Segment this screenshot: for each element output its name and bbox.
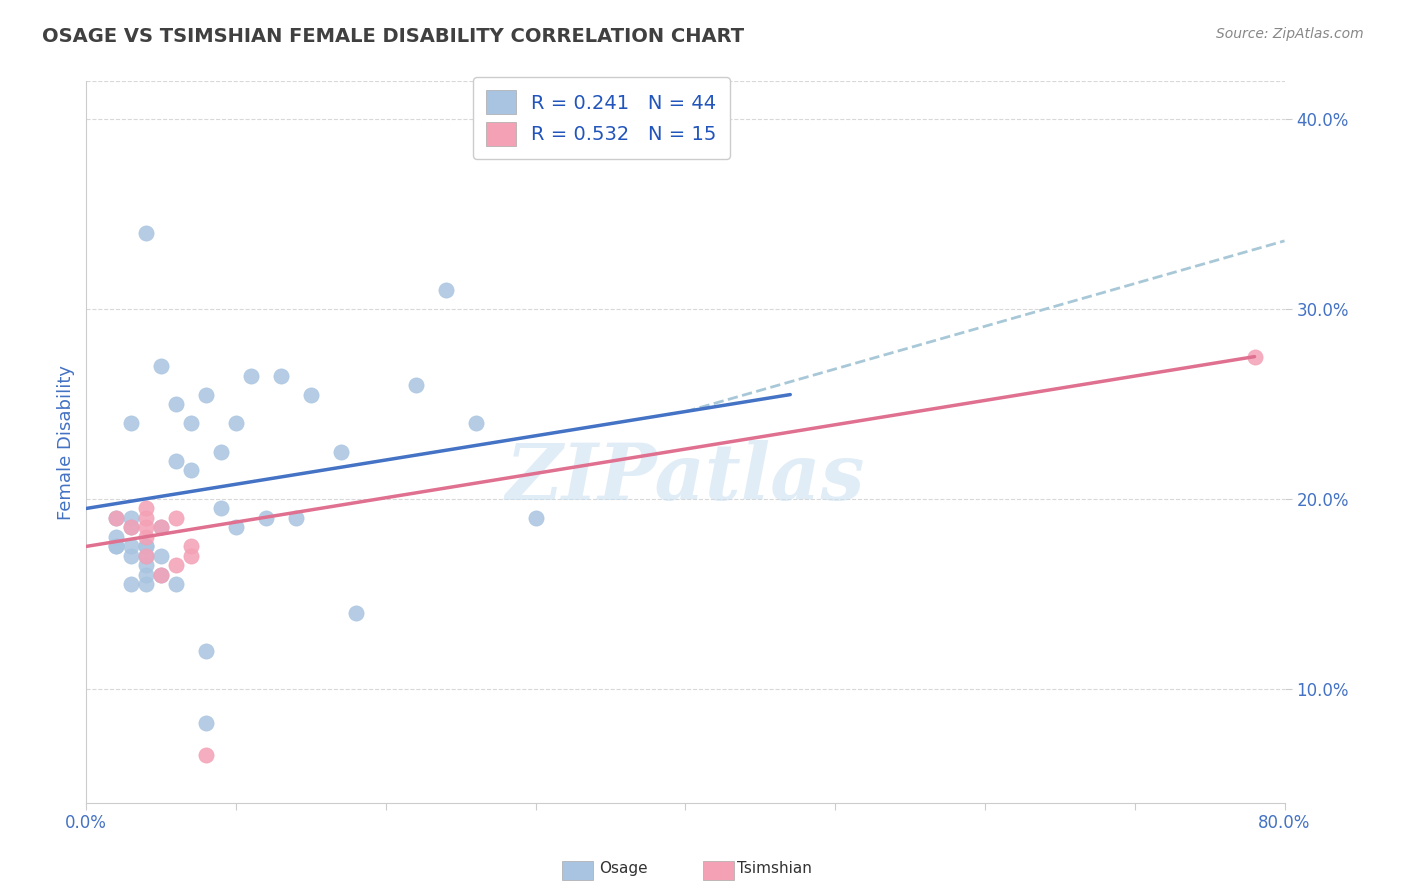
Point bbox=[434, 283, 457, 297]
Point bbox=[135, 501, 157, 516]
Text: Source: ZipAtlas.com: Source: ZipAtlas.com bbox=[1216, 27, 1364, 41]
Point bbox=[150, 567, 173, 582]
Point bbox=[209, 501, 232, 516]
Point bbox=[329, 444, 352, 458]
Point bbox=[135, 530, 157, 544]
Point bbox=[285, 511, 308, 525]
Text: ZIPatlas: ZIPatlas bbox=[506, 440, 865, 516]
Text: Tsimshian: Tsimshian bbox=[737, 862, 811, 876]
Point bbox=[405, 378, 427, 392]
Point bbox=[180, 463, 202, 477]
Point bbox=[135, 227, 157, 241]
Point bbox=[105, 530, 128, 544]
Point bbox=[150, 520, 173, 534]
Point bbox=[180, 416, 202, 430]
Point bbox=[180, 549, 202, 563]
Point bbox=[135, 540, 157, 554]
Point bbox=[135, 558, 157, 573]
Point bbox=[270, 368, 292, 383]
Point bbox=[120, 577, 142, 591]
Point bbox=[225, 520, 247, 534]
Point bbox=[150, 359, 173, 373]
Point bbox=[240, 368, 263, 383]
Point bbox=[344, 606, 367, 620]
Point bbox=[464, 416, 486, 430]
Point bbox=[135, 549, 157, 563]
Point bbox=[105, 540, 128, 554]
Text: Osage: Osage bbox=[599, 862, 648, 876]
Point bbox=[150, 520, 173, 534]
Point bbox=[225, 416, 247, 430]
Legend: R = 0.241   N = 44, R = 0.532   N = 15: R = 0.241 N = 44, R = 0.532 N = 15 bbox=[472, 77, 730, 159]
Point bbox=[135, 520, 157, 534]
Point bbox=[105, 511, 128, 525]
Text: OSAGE VS TSIMSHIAN FEMALE DISABILITY CORRELATION CHART: OSAGE VS TSIMSHIAN FEMALE DISABILITY COR… bbox=[42, 27, 744, 45]
Point bbox=[254, 511, 277, 525]
Point bbox=[1243, 350, 1265, 364]
Point bbox=[120, 549, 142, 563]
Point bbox=[165, 558, 187, 573]
Point bbox=[524, 511, 547, 525]
Point bbox=[195, 748, 218, 763]
Point bbox=[180, 540, 202, 554]
Point bbox=[120, 540, 142, 554]
Point bbox=[299, 387, 322, 401]
Point bbox=[209, 444, 232, 458]
Point bbox=[195, 387, 218, 401]
Point bbox=[120, 520, 142, 534]
Point bbox=[165, 511, 187, 525]
Point bbox=[150, 549, 173, 563]
Point bbox=[135, 540, 157, 554]
Point bbox=[105, 540, 128, 554]
Point bbox=[135, 549, 157, 563]
Point bbox=[150, 567, 173, 582]
Point bbox=[120, 511, 142, 525]
Point bbox=[165, 577, 187, 591]
Point bbox=[165, 454, 187, 468]
Point bbox=[135, 577, 157, 591]
Point bbox=[135, 511, 157, 525]
Point bbox=[105, 511, 128, 525]
Point bbox=[135, 567, 157, 582]
Y-axis label: Female Disability: Female Disability bbox=[58, 365, 75, 519]
Point bbox=[195, 644, 218, 658]
Point bbox=[120, 520, 142, 534]
Point bbox=[195, 715, 218, 730]
Point bbox=[120, 416, 142, 430]
Point bbox=[165, 397, 187, 411]
